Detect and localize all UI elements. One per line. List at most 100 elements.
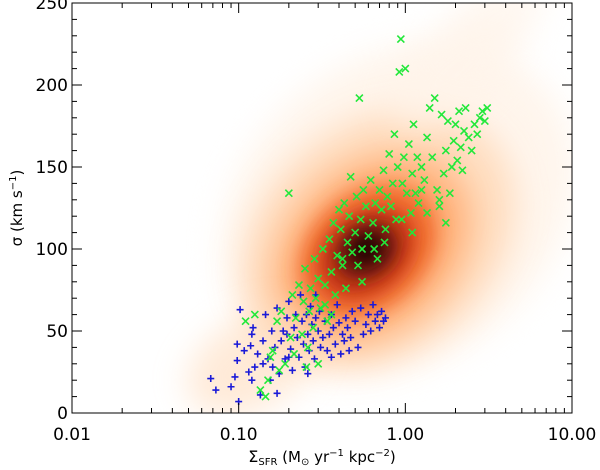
green-cross-point <box>266 353 275 362</box>
green-cross-point <box>406 208 415 217</box>
green-cross-point <box>314 359 323 368</box>
blue-plus-point <box>254 350 262 358</box>
green-cross-point <box>377 205 386 214</box>
blue-plus-point <box>283 314 291 322</box>
blue-plus-point <box>357 304 365 312</box>
x-tick-label: 0.01 <box>53 425 91 445</box>
blue-plus-point <box>207 375 215 383</box>
green-cross-point <box>411 189 420 198</box>
green-cross-point <box>311 294 320 303</box>
blue-plus-point <box>273 389 281 397</box>
green-cross-point <box>430 94 439 103</box>
green-cross-point <box>368 218 378 227</box>
green-cross-point <box>480 117 489 126</box>
blue-plus-point <box>337 350 345 358</box>
blue-plus-point <box>354 343 362 351</box>
axis-tick-labels: 0.01 0.10 1.00 10.00 0 50 100 150 200 250 <box>36 0 597 445</box>
green-cross-point <box>340 199 349 208</box>
blue-plus-point <box>359 330 367 338</box>
data-points <box>207 35 492 406</box>
plot-frame <box>71 2 573 414</box>
green-cross-point <box>352 192 361 201</box>
blue-plus-point <box>249 324 257 332</box>
green-cross-point <box>439 169 448 178</box>
green-cross-point <box>398 179 407 188</box>
green-cross-point <box>299 297 308 306</box>
green-cross-point <box>314 274 323 283</box>
green-cross-point <box>345 212 354 221</box>
green-cross-point <box>318 244 327 254</box>
blue-plus-point <box>344 324 352 332</box>
green-cross-point <box>383 192 392 201</box>
green-cross-point <box>408 228 417 237</box>
green-cross-point <box>327 267 336 277</box>
blue-plus-point <box>288 366 296 374</box>
green-cross-point <box>467 146 476 155</box>
y-tick-label: 100 <box>36 240 68 260</box>
green-cross-point <box>338 254 347 263</box>
density-heatmap <box>187 3 572 413</box>
green-cross-point <box>268 346 277 355</box>
green-cross-point <box>453 156 462 165</box>
green-cross-point <box>380 238 389 247</box>
blue-plus-point <box>212 386 220 394</box>
blue-plus-point <box>256 391 264 399</box>
green-cross-point <box>443 117 452 126</box>
blue-plus-point <box>297 291 305 299</box>
green-cross-point <box>478 107 487 116</box>
blue-plus-point <box>317 343 325 351</box>
green-cross-point <box>395 67 404 76</box>
green-cross-point <box>321 281 330 290</box>
blue-plus-point <box>245 368 253 376</box>
green-cross-point <box>441 218 450 227</box>
green-cross-point <box>422 133 432 142</box>
y-tick-label: 50 <box>46 322 68 342</box>
blue-plus-point <box>273 304 281 312</box>
green-cross-point <box>437 110 446 119</box>
blue-plus-point <box>351 317 359 325</box>
green-cross-point <box>475 113 484 122</box>
green-cross-point <box>241 317 250 326</box>
blue-plus-point <box>348 307 356 315</box>
green-cross-point <box>343 238 352 247</box>
x-tick-label: 0.10 <box>220 425 258 445</box>
green-cross-point <box>373 254 382 263</box>
green-cross-point <box>396 35 405 44</box>
green-cross-point <box>353 261 363 270</box>
green-cross-point <box>483 103 492 113</box>
green-cross-point <box>306 284 315 293</box>
blue-plus-point <box>285 297 293 305</box>
blue-plus-point <box>333 301 341 309</box>
green-cross-point <box>386 202 396 211</box>
green-cross-point <box>357 244 367 254</box>
green-cross-point <box>346 172 355 181</box>
green-cross-point <box>399 153 408 162</box>
blue-plus-point <box>369 301 377 309</box>
green-cross-point <box>414 199 423 208</box>
green-cross-point <box>321 300 330 309</box>
green-cross-point <box>341 284 350 293</box>
blue-plus-point <box>371 317 379 325</box>
blue-plus-point <box>304 330 312 338</box>
blue-plus-point <box>381 314 389 322</box>
green-cross-point <box>458 166 467 175</box>
green-cross-point <box>300 264 310 273</box>
green-cross-point <box>409 120 418 129</box>
green-cross-point <box>461 103 470 113</box>
blue-plus-point <box>376 324 384 332</box>
green-cross-point <box>381 225 390 234</box>
green-cross-point <box>364 231 373 240</box>
green-cross-point <box>309 323 318 332</box>
green-cross-point <box>348 248 357 257</box>
blue-plus-point <box>373 311 381 319</box>
x-axis-label: ΣSFR (M⊙ yr−1 kpc−2) <box>248 447 396 468</box>
y-tick-label: 150 <box>36 158 68 178</box>
green-cross-point <box>338 261 347 270</box>
green-cross-point <box>323 317 332 326</box>
x-tick-label: 1.00 <box>386 425 424 445</box>
blue-plus-point <box>339 330 347 338</box>
blue-plus-point <box>340 337 348 345</box>
blue-plus-point <box>268 327 276 335</box>
blue-plus-point <box>259 360 267 368</box>
